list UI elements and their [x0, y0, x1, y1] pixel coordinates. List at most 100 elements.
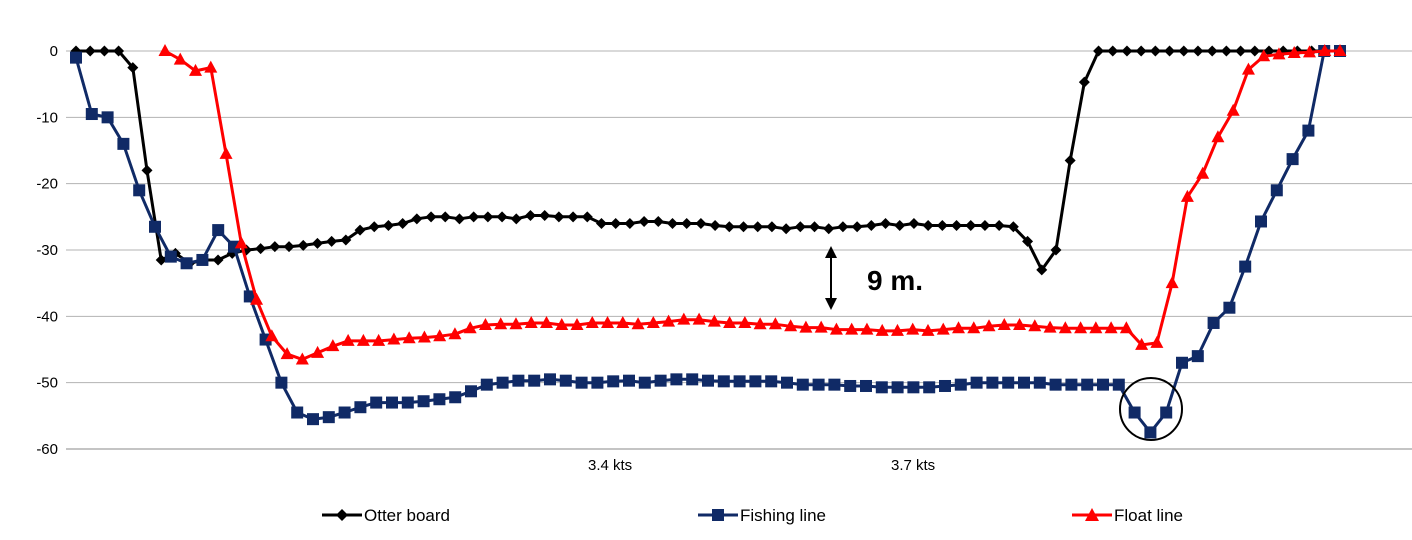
data-point-fishing-line — [1239, 260, 1252, 273]
annotations: 3.4 kts 3.7 kts 9 m. — [588, 246, 1183, 474]
data-point-fishing-line — [844, 379, 857, 392]
series-line-otter-board — [76, 49, 1340, 272]
data-point-otter-board — [127, 62, 139, 74]
data-point-float-line — [1043, 320, 1057, 333]
data-point-float-line — [158, 44, 172, 56]
data-point-fishing-line — [970, 376, 983, 389]
data-point-float-line — [250, 292, 264, 305]
data-point-fishing-line — [1033, 376, 1046, 389]
data-point-otter-board — [368, 221, 380, 233]
data-point-float-line — [738, 315, 752, 328]
data-point-float-line — [524, 315, 538, 328]
data-point-otter-board — [1007, 221, 1019, 233]
data-point-float-line — [1013, 317, 1027, 330]
data-point-float-line — [845, 322, 859, 335]
data-point-float-line — [707, 314, 721, 327]
data-point-float-line — [448, 327, 462, 340]
data-point-otter-board — [354, 224, 366, 236]
legend-item-otter-board: Otter board — [322, 506, 450, 525]
data-point-float-line — [219, 146, 233, 159]
data-point-fishing-line — [1018, 376, 1030, 389]
y-tick-label: -60 — [36, 441, 58, 458]
data-point-otter-board — [936, 219, 948, 231]
data-point-fishing-line — [638, 376, 651, 389]
data-point-float-line — [1028, 319, 1042, 332]
data-point-otter-board — [1135, 45, 1147, 57]
data-point-otter-board — [681, 217, 693, 229]
data-point-fishing-line — [85, 108, 98, 121]
data-point-otter-board — [1050, 244, 1062, 256]
data-point-float-line — [189, 63, 203, 76]
double-arrow-icon — [825, 246, 837, 310]
series-float-line — [158, 44, 1347, 365]
data-point-float-line — [890, 323, 904, 336]
data-point-float-line — [906, 322, 920, 335]
data-point-otter-board — [340, 234, 352, 246]
data-point-float-line — [1165, 276, 1179, 289]
data-point-otter-board — [1178, 45, 1190, 57]
data-point-fishing-line — [544, 373, 556, 386]
data-point-fishing-line — [370, 396, 383, 409]
data-point-otter-board — [453, 213, 465, 225]
data-point-fishing-line — [1160, 406, 1173, 419]
y-tick-label: -10 — [36, 109, 58, 126]
data-point-otter-board — [382, 219, 394, 231]
data-point-float-line — [433, 329, 447, 342]
legend-item-fishing-line: Fishing line — [698, 506, 826, 525]
data-point-float-line — [799, 320, 813, 333]
data-point-float-line — [814, 320, 828, 333]
data-point-float-line — [936, 322, 950, 335]
data-point-otter-board — [610, 217, 622, 229]
data-point-fishing-line — [228, 240, 240, 253]
data-point-float-line — [1257, 49, 1271, 62]
data-point-fishing-line — [654, 374, 667, 387]
data-point-otter-board — [439, 211, 451, 223]
data-point-otter-board — [553, 211, 565, 223]
data-point-float-line — [784, 319, 798, 332]
data-point-float-line — [1302, 45, 1316, 58]
data-point-otter-board — [794, 221, 806, 233]
data-point-float-line — [875, 323, 889, 336]
data-point-float-line — [1089, 321, 1103, 334]
data-point-otter-board — [1249, 45, 1261, 57]
data-point-fishing-line — [291, 406, 304, 419]
y-tick-label: -20 — [36, 176, 58, 193]
data-point-otter-board — [581, 211, 593, 223]
data-point-otter-board — [496, 211, 508, 223]
data-point-fishing-line — [923, 381, 936, 394]
data-point-float-line — [311, 345, 325, 358]
data-point-float-line — [555, 317, 569, 330]
data-point-otter-board — [539, 210, 551, 222]
data-point-otter-board — [1107, 45, 1119, 57]
data-point-float-line — [952, 321, 966, 334]
data-point-float-line — [646, 315, 660, 328]
data-point-fishing-line — [180, 257, 193, 270]
series-line-float-line — [164, 49, 1340, 361]
data-point-otter-board — [638, 215, 650, 227]
data-point-fishing-line — [1128, 406, 1141, 419]
legend-diamond-icon — [336, 509, 348, 521]
data-point-float-line — [1180, 189, 1194, 202]
data-point-otter-board — [865, 219, 877, 231]
data-point-fishing-line — [433, 393, 446, 406]
data-point-fishing-line — [765, 375, 778, 388]
data-point-float-line — [1226, 103, 1240, 116]
data-point-otter-board — [624, 217, 636, 229]
data-point-otter-board — [1164, 45, 1176, 57]
data-point-otter-board — [880, 217, 892, 229]
y-axis-ticks: 0 -10 -20 -30 -40 -50 -60 — [36, 43, 58, 458]
data-point-float-line — [387, 332, 401, 345]
data-point-fishing-line — [670, 373, 683, 386]
data-point-otter-board — [809, 221, 821, 233]
data-point-float-line — [280, 347, 294, 360]
data-point-fishing-line — [1081, 378, 1094, 391]
data-point-fishing-line — [559, 374, 572, 387]
legend-item-float-line: Float line — [1072, 506, 1183, 525]
y-tick-label: -50 — [36, 375, 58, 392]
data-point-fishing-line — [1207, 316, 1220, 329]
data-point-otter-board — [951, 219, 963, 231]
data-point-fishing-line — [796, 378, 809, 391]
distance-annotation: 9 m. — [867, 265, 923, 296]
legend-label-float-line: Float line — [1114, 506, 1183, 525]
data-point-otter-board — [326, 235, 338, 247]
